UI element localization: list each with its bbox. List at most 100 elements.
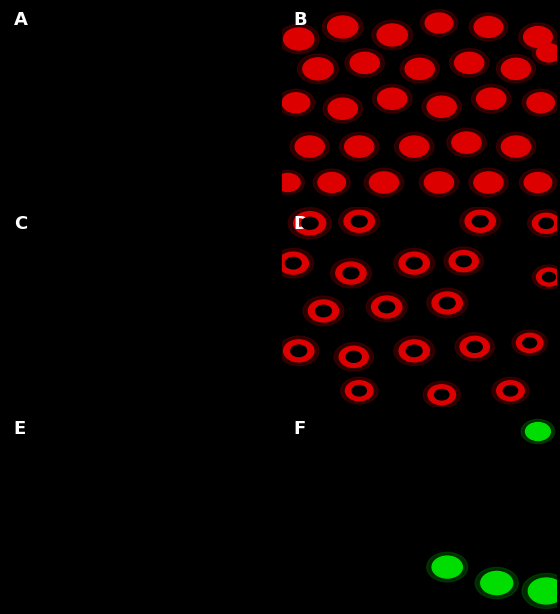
Circle shape [539, 218, 553, 228]
Text: F: F [293, 419, 306, 438]
Circle shape [455, 333, 494, 361]
Circle shape [276, 174, 300, 192]
Circle shape [519, 23, 557, 51]
Circle shape [350, 52, 379, 74]
Circle shape [400, 55, 440, 83]
Circle shape [352, 386, 366, 396]
Circle shape [519, 169, 557, 196]
Circle shape [407, 345, 422, 357]
Circle shape [303, 296, 344, 326]
Circle shape [303, 58, 333, 80]
Circle shape [421, 10, 458, 36]
Text: D: D [293, 216, 308, 233]
Text: A: A [14, 11, 27, 29]
Circle shape [343, 268, 359, 279]
Circle shape [346, 381, 373, 401]
Circle shape [422, 93, 461, 121]
Circle shape [395, 133, 434, 161]
Circle shape [521, 419, 554, 444]
Circle shape [340, 377, 378, 404]
Circle shape [379, 301, 395, 313]
Circle shape [472, 85, 511, 113]
Circle shape [427, 288, 468, 318]
Circle shape [277, 89, 315, 116]
Circle shape [372, 296, 402, 318]
Circle shape [543, 273, 556, 282]
Circle shape [501, 58, 530, 79]
Circle shape [366, 292, 407, 322]
Circle shape [316, 305, 332, 317]
Circle shape [283, 28, 314, 50]
Circle shape [425, 13, 452, 33]
Circle shape [469, 168, 508, 196]
Circle shape [336, 262, 366, 284]
Circle shape [427, 552, 468, 582]
Circle shape [271, 170, 305, 195]
Circle shape [394, 248, 435, 278]
Circle shape [450, 49, 489, 77]
Circle shape [309, 300, 339, 322]
Circle shape [512, 330, 548, 356]
Circle shape [460, 206, 501, 236]
Circle shape [492, 377, 529, 404]
Circle shape [440, 297, 455, 309]
Circle shape [456, 255, 472, 266]
Circle shape [328, 98, 357, 119]
Circle shape [528, 578, 560, 604]
Circle shape [444, 247, 483, 276]
Circle shape [449, 251, 478, 272]
Circle shape [351, 216, 367, 227]
Circle shape [516, 333, 543, 352]
Circle shape [460, 336, 489, 357]
Circle shape [526, 422, 550, 440]
Circle shape [282, 93, 310, 113]
Circle shape [295, 136, 324, 157]
Circle shape [419, 168, 459, 196]
Circle shape [291, 345, 307, 357]
Circle shape [496, 55, 535, 83]
Circle shape [394, 336, 435, 366]
Circle shape [278, 252, 309, 274]
Circle shape [297, 54, 338, 84]
Circle shape [532, 41, 560, 65]
Circle shape [278, 24, 319, 54]
Circle shape [532, 265, 560, 289]
Circle shape [428, 385, 455, 405]
Circle shape [447, 128, 486, 157]
Circle shape [452, 132, 481, 153]
Circle shape [469, 13, 508, 41]
Text: B: B [293, 11, 307, 29]
Circle shape [345, 49, 384, 77]
Circle shape [536, 44, 560, 62]
Circle shape [533, 213, 560, 233]
Circle shape [467, 341, 482, 352]
Circle shape [328, 16, 358, 38]
Circle shape [334, 343, 374, 371]
Circle shape [522, 573, 560, 608]
Circle shape [346, 351, 361, 362]
Circle shape [372, 85, 412, 113]
Circle shape [313, 169, 351, 196]
Circle shape [290, 133, 329, 161]
Circle shape [377, 88, 407, 109]
Circle shape [294, 212, 326, 235]
Circle shape [288, 208, 332, 239]
Circle shape [496, 133, 535, 161]
Circle shape [474, 172, 503, 193]
Circle shape [423, 381, 460, 408]
Circle shape [474, 17, 503, 37]
Circle shape [407, 257, 422, 269]
Circle shape [523, 338, 536, 348]
Circle shape [372, 20, 413, 50]
Circle shape [339, 133, 379, 161]
Circle shape [323, 95, 362, 123]
Circle shape [400, 136, 429, 157]
Circle shape [283, 340, 314, 362]
Circle shape [435, 389, 449, 400]
Circle shape [427, 96, 456, 117]
Text: E: E [14, 419, 26, 438]
Circle shape [424, 172, 454, 193]
Circle shape [273, 248, 314, 278]
Text: C: C [14, 216, 27, 233]
Circle shape [330, 258, 371, 288]
